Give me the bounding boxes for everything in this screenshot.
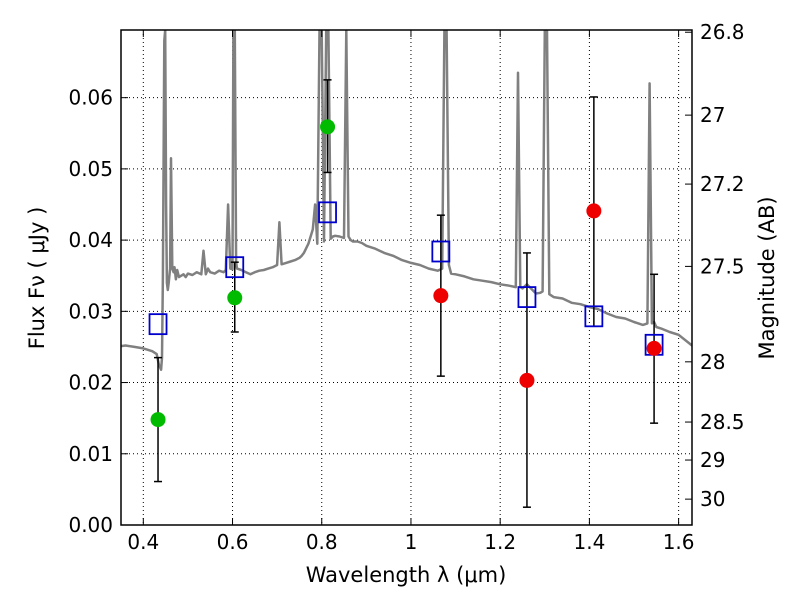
right-tick-label: 26.8	[700, 20, 745, 44]
spectrum-line	[121, 30, 692, 371]
detection-point	[150, 412, 166, 428]
grid	[121, 30, 692, 526]
right-tick-label: 29	[700, 448, 725, 472]
model-flux-square	[318, 201, 337, 224]
x-tick-label: 1.4	[573, 530, 605, 554]
y-tick-label: 0.06	[68, 86, 113, 110]
right-tick-label: 30	[700, 487, 725, 511]
model-flux-square	[148, 313, 168, 336]
right-tick-label: 27	[700, 103, 725, 127]
right-tick-label: 27.5	[700, 254, 745, 278]
low-significance-point	[646, 340, 662, 356]
y-axis-label-right: Magnitude (AB)	[755, 196, 779, 359]
y-tick-label: 0.01	[68, 442, 113, 466]
y-tick-label: 0.05	[68, 157, 113, 181]
x-tick-label: 1.2	[484, 530, 516, 554]
y-axis-label-left: Flux Fν ( μJy )	[25, 207, 49, 350]
x-tick-label: 1.6	[663, 530, 695, 554]
detection-point	[227, 290, 243, 306]
x-tick-label: 0.8	[306, 530, 338, 554]
plot-area	[121, 30, 692, 371]
model-flux-square	[517, 286, 537, 308]
model-flux-square	[584, 305, 604, 328]
axes-frame	[120, 29, 693, 526]
right-tick-label: 27.2	[700, 172, 745, 196]
y-tick-label: 0.03	[68, 299, 113, 323]
low-significance-point	[433, 288, 449, 304]
x-axis-label: Wavelength λ (μm)	[306, 563, 507, 587]
low-significance-point	[586, 203, 602, 219]
model-flux-square	[225, 256, 245, 279]
detection-point	[320, 119, 336, 135]
marks	[148, 79, 664, 508]
x-tick-label: 0.4	[127, 530, 159, 554]
ticks: 0.4 0.6 0.8 1 1.2 1.4 1.6 0.00 0.01 0.02 0.03 0.04 0…	[68, 20, 744, 554]
y-tick-label: 0.00	[68, 513, 113, 537]
y-tick-label: 0.04	[68, 228, 113, 252]
y-tick-label: 0.02	[68, 371, 113, 395]
right-tick-label: 28	[700, 350, 725, 374]
model-flux-square	[431, 240, 451, 263]
x-tick-label: 1	[405, 530, 418, 554]
low-significance-point	[519, 372, 535, 388]
x-tick-label: 0.6	[217, 530, 249, 554]
right-tick-label: 28.5	[700, 410, 745, 434]
